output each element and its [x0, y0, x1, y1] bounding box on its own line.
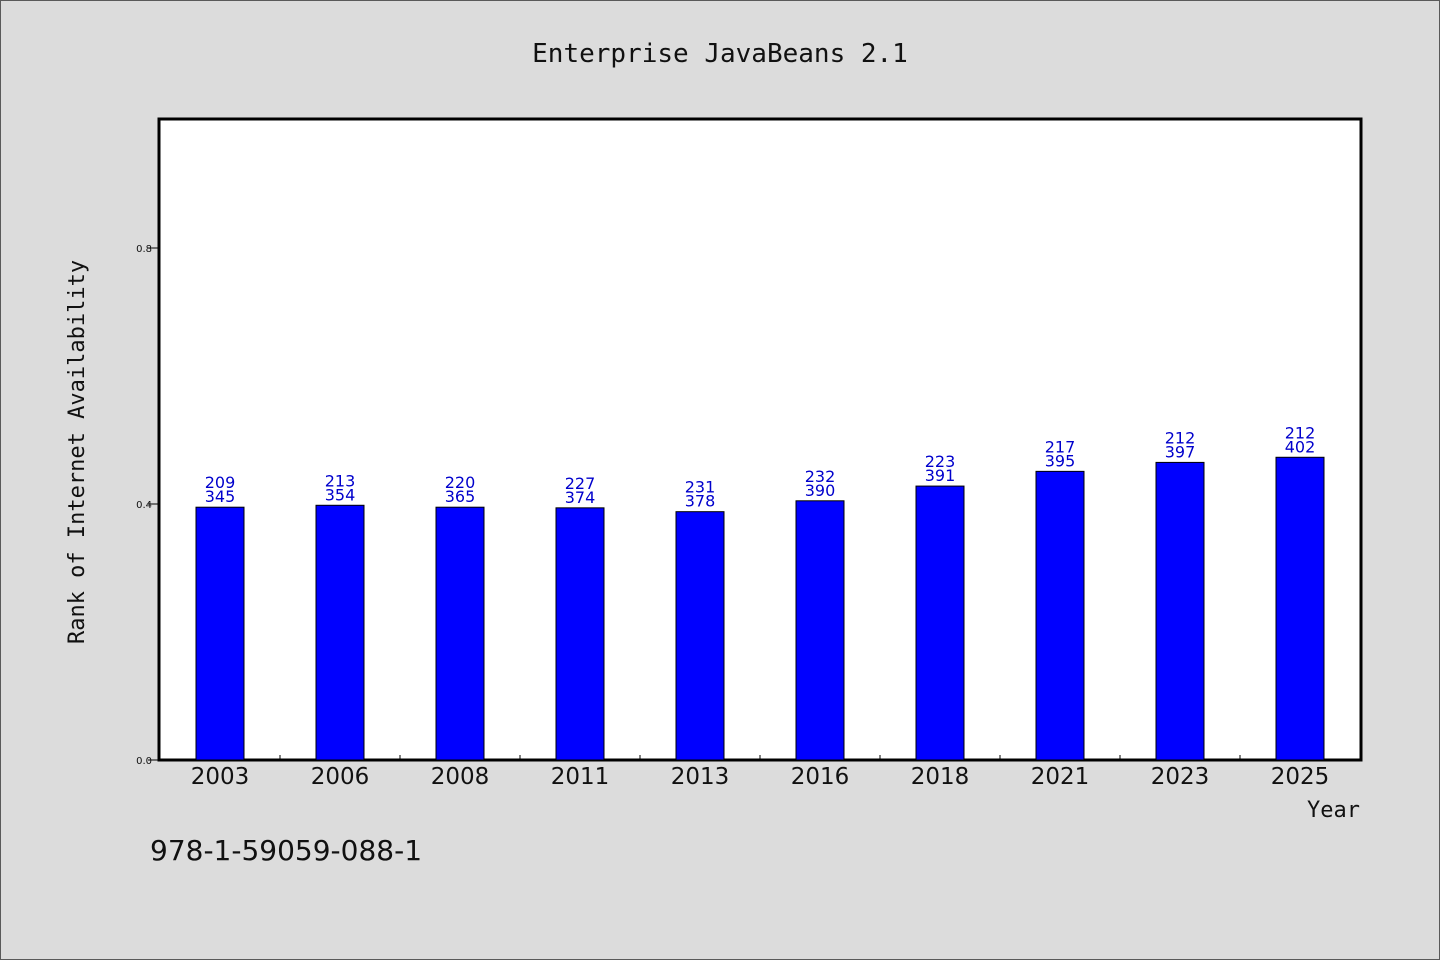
x-tick-label: 2013 — [671, 764, 730, 790]
data-label-bottom: 365 — [445, 487, 476, 506]
data-label-top: 223 — [925, 452, 956, 471]
data-labels-group: 2093452133542203652273742313782323902233… — [205, 423, 1316, 510]
y-tick-label: 0.4 — [136, 500, 152, 511]
x-tick-label: 2021 — [1031, 764, 1090, 790]
data-label-top: 209 — [205, 473, 236, 492]
bar — [555, 507, 605, 761]
x-tick-label: 2003 — [191, 764, 250, 790]
bar — [195, 506, 245, 761]
bar — [1155, 461, 1205, 761]
x-tick-label: 2018 — [911, 764, 970, 790]
data-label-bottom: 395 — [1045, 451, 1076, 470]
x-tick-label: 2023 — [1151, 764, 1210, 790]
data-label-top: 227 — [565, 474, 596, 493]
data-label-top: 213 — [325, 471, 356, 490]
y-axis-label: Rank of Internet Availability — [65, 260, 90, 644]
data-label-bottom: 378 — [685, 492, 716, 511]
x-tick-label: 2006 — [311, 764, 370, 790]
data-label-bottom: 402 — [1285, 437, 1316, 456]
data-label-bottom: 354 — [325, 485, 356, 504]
bar — [1275, 456, 1325, 761]
data-label-top: 231 — [685, 478, 716, 497]
data-label-top: 212 — [1165, 428, 1196, 447]
bar — [675, 511, 725, 761]
data-label-bottom: 397 — [1165, 442, 1196, 461]
data-label-bottom: 390 — [805, 481, 836, 500]
bar — [795, 500, 845, 761]
bar — [315, 504, 365, 761]
bar — [435, 506, 485, 761]
x-axis: 2003 2006 2008 2011 2013 2016 2018 2021 2023 2025 — [191, 755, 1330, 790]
y-tick-label: 0.8 — [136, 244, 152, 255]
data-label-top: 217 — [1045, 437, 1076, 456]
bar — [915, 485, 965, 761]
data-label-top: 220 — [445, 473, 476, 492]
data-label-top: 212 — [1285, 423, 1316, 442]
x-tick-label: 2016 — [791, 764, 850, 790]
y-tick-label: 0.0 — [136, 756, 152, 767]
data-label-bottom: 345 — [205, 487, 236, 506]
x-axis-label: Year — [1307, 798, 1360, 823]
x-tick-label: 2011 — [551, 764, 610, 790]
bars-group — [195, 456, 1325, 761]
chart-title: Enterprise JavaBeans 2.1 — [532, 39, 908, 69]
x-tick-label: 2025 — [1271, 764, 1330, 790]
y-axis: 0.0 0.4 0.8 — [136, 244, 160, 767]
data-label-bottom: 374 — [565, 488, 596, 507]
bar — [1035, 470, 1085, 761]
data-label-top: 232 — [805, 467, 836, 486]
isbn-text: 978-1-59059-088-1 — [150, 834, 423, 867]
x-tick-label: 2008 — [431, 764, 490, 790]
data-label-bottom: 391 — [925, 466, 956, 485]
